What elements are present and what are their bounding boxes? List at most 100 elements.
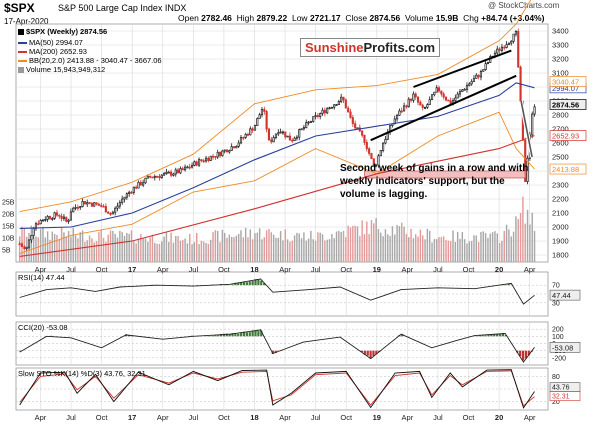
candle-body <box>365 142 368 150</box>
candle-body <box>309 121 312 123</box>
legend-volume: Volume 15,943,949,312 <box>18 65 105 74</box>
candle-body <box>48 216 52 219</box>
volume-bar <box>226 237 228 262</box>
candle-body <box>517 31 520 68</box>
price-marker-label: 2874.56 <box>552 101 579 110</box>
volume-bar <box>77 238 79 262</box>
candle-body <box>416 96 420 103</box>
volume-bar <box>133 241 135 262</box>
candle-body <box>27 239 31 248</box>
volume-bar <box>366 221 368 262</box>
volume-bar <box>298 233 300 262</box>
volume-bar <box>161 241 163 262</box>
volume-bar <box>86 240 88 262</box>
candle-body <box>111 211 114 215</box>
volume-bar <box>216 230 219 262</box>
sto-d-value-label: 32.31 <box>552 394 570 401</box>
candle-body <box>118 202 121 207</box>
volume-bar <box>189 233 191 262</box>
sto-d-line <box>19 370 535 407</box>
price-axis-label: 3300 <box>552 41 569 50</box>
candle-body <box>246 133 250 136</box>
candle-body <box>225 149 229 153</box>
x-tick-label: 17 <box>128 413 136 422</box>
candle-body <box>384 138 387 144</box>
candle-body <box>209 155 212 161</box>
candle-body <box>251 128 254 131</box>
candle-body <box>237 142 240 147</box>
candle-body <box>123 196 126 200</box>
candle-body <box>454 97 457 102</box>
volume-bar <box>324 240 326 262</box>
volume-bar <box>242 237 245 262</box>
candle-body <box>142 182 145 186</box>
candle-body <box>405 105 408 108</box>
candle-body <box>314 115 317 118</box>
candle-body <box>204 157 208 162</box>
volume-bar <box>352 225 354 262</box>
rsi-line <box>19 278 535 305</box>
close-value: 2874.56 <box>369 13 401 23</box>
candle-body <box>114 207 117 213</box>
legend-ma50: MA(50) 2994.07 <box>18 38 83 47</box>
candle-body <box>316 115 319 117</box>
candle-body <box>200 159 203 162</box>
volume-bar <box>412 238 415 262</box>
candle-body <box>465 85 469 90</box>
candle-body <box>321 109 324 114</box>
legend-ma200-swatch <box>18 51 27 54</box>
candle-body <box>170 171 173 176</box>
volume-bar <box>286 239 289 262</box>
volume-bar <box>223 232 226 262</box>
support-zone <box>364 170 527 179</box>
candle-body <box>407 98 410 108</box>
volume-bar <box>449 241 452 262</box>
candle-body <box>191 165 194 168</box>
candle-body <box>298 129 301 138</box>
candle-body <box>74 206 77 209</box>
trend-channel-upper <box>413 49 512 88</box>
volume-bar <box>501 240 503 262</box>
candle-body <box>342 96 345 101</box>
symbol-description: S&P 500 Large Cap Index INDX <box>58 3 187 13</box>
x-tick-label: Oct <box>463 413 476 422</box>
volume-bar <box>154 242 156 262</box>
volume-bar <box>489 233 492 262</box>
volume-bar <box>149 237 151 262</box>
volume-bar <box>468 241 471 262</box>
candle-body <box>479 70 483 78</box>
candle-body <box>193 161 196 166</box>
price-axis-label: 2100 <box>552 209 569 218</box>
volume-bar <box>303 232 305 262</box>
volume-bar <box>396 225 398 262</box>
volume-bar <box>282 240 284 262</box>
volume-bar <box>291 240 293 262</box>
volume-bar <box>405 233 408 262</box>
volume-bar <box>119 230 121 262</box>
low-value: 2721.17 <box>309 13 341 23</box>
candle-body <box>214 156 217 158</box>
symbol: $SPX <box>4 1 35 15</box>
bollinger-upper-line <box>19 0 532 213</box>
volume-label: Volume <box>404 13 434 23</box>
low-label: Low <box>291 13 308 23</box>
ohlc-stats: Open 2782.46 High 2879.22 Low 2721.17 Cl… <box>178 13 544 23</box>
annotation-arrow <box>520 100 533 158</box>
candle-body <box>181 168 184 171</box>
candle-body <box>531 113 534 136</box>
volume-bar <box>23 228 26 262</box>
candle-body <box>507 42 510 45</box>
volume-bar <box>88 235 91 262</box>
candle-body <box>197 159 201 166</box>
volume-bar <box>39 229 42 262</box>
sto-k-line <box>19 369 535 409</box>
change-value: +84.74 (+3.04%) <box>481 13 545 23</box>
volume-bar <box>284 229 286 262</box>
candle-body <box>239 137 243 144</box>
candle-body <box>458 91 462 95</box>
volume-bar <box>158 243 161 262</box>
volume-bar <box>200 240 203 262</box>
volume-bar <box>268 229 270 262</box>
candle-body <box>32 228 35 236</box>
candle-body <box>139 181 142 186</box>
